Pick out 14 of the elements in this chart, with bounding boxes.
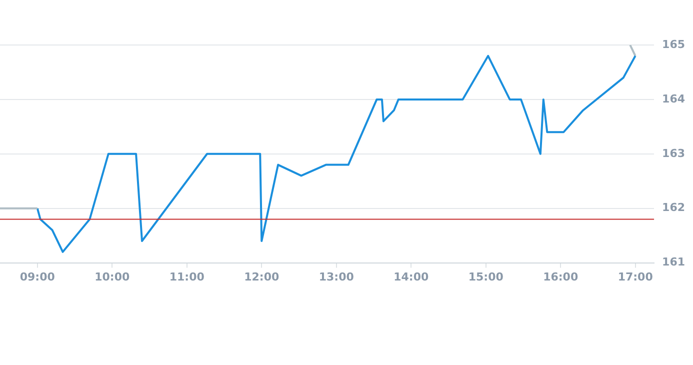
x-tick-label: 11:00 bbox=[169, 270, 205, 284]
y-tick-label: 163 bbox=[662, 146, 686, 160]
y-tick-label: 164 bbox=[662, 92, 686, 106]
y-tick-label: 165 bbox=[662, 38, 686, 51]
x-tick-label: 17:00 bbox=[618, 270, 654, 284]
x-tick-label: 14:00 bbox=[394, 270, 429, 284]
x-tick-label: 13:00 bbox=[318, 270, 354, 284]
x-tick-label: 09:00 bbox=[20, 270, 56, 284]
x-tick-label: 10:00 bbox=[94, 270, 130, 284]
y-tick-label: 161 bbox=[662, 256, 686, 269]
x-tick-label: 12:00 bbox=[244, 270, 280, 284]
y-tick-label: 162 bbox=[662, 201, 686, 214]
x-tick-label: 16:00 bbox=[543, 270, 578, 284]
x-tick-label: 15:00 bbox=[468, 270, 504, 284]
